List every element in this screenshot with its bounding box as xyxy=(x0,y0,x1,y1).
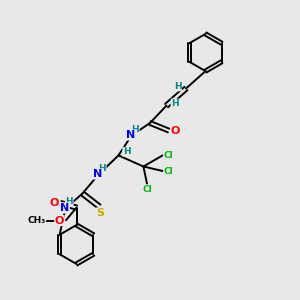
Text: Cl: Cl xyxy=(164,151,173,160)
Text: CH₃: CH₃ xyxy=(28,216,46,225)
Text: H: H xyxy=(98,164,106,172)
Text: H: H xyxy=(131,124,139,134)
Text: H: H xyxy=(123,147,130,156)
Text: O: O xyxy=(170,126,180,136)
Text: N: N xyxy=(93,169,102,179)
Text: H: H xyxy=(65,197,73,206)
Text: H: H xyxy=(171,99,179,108)
Text: S: S xyxy=(96,208,104,218)
Text: Cl: Cl xyxy=(142,185,152,194)
Text: N: N xyxy=(60,203,69,213)
Text: H: H xyxy=(174,82,182,91)
Text: N: N xyxy=(126,130,135,140)
Text: O: O xyxy=(50,198,59,208)
Text: Cl: Cl xyxy=(164,167,173,176)
Text: O: O xyxy=(55,215,64,226)
